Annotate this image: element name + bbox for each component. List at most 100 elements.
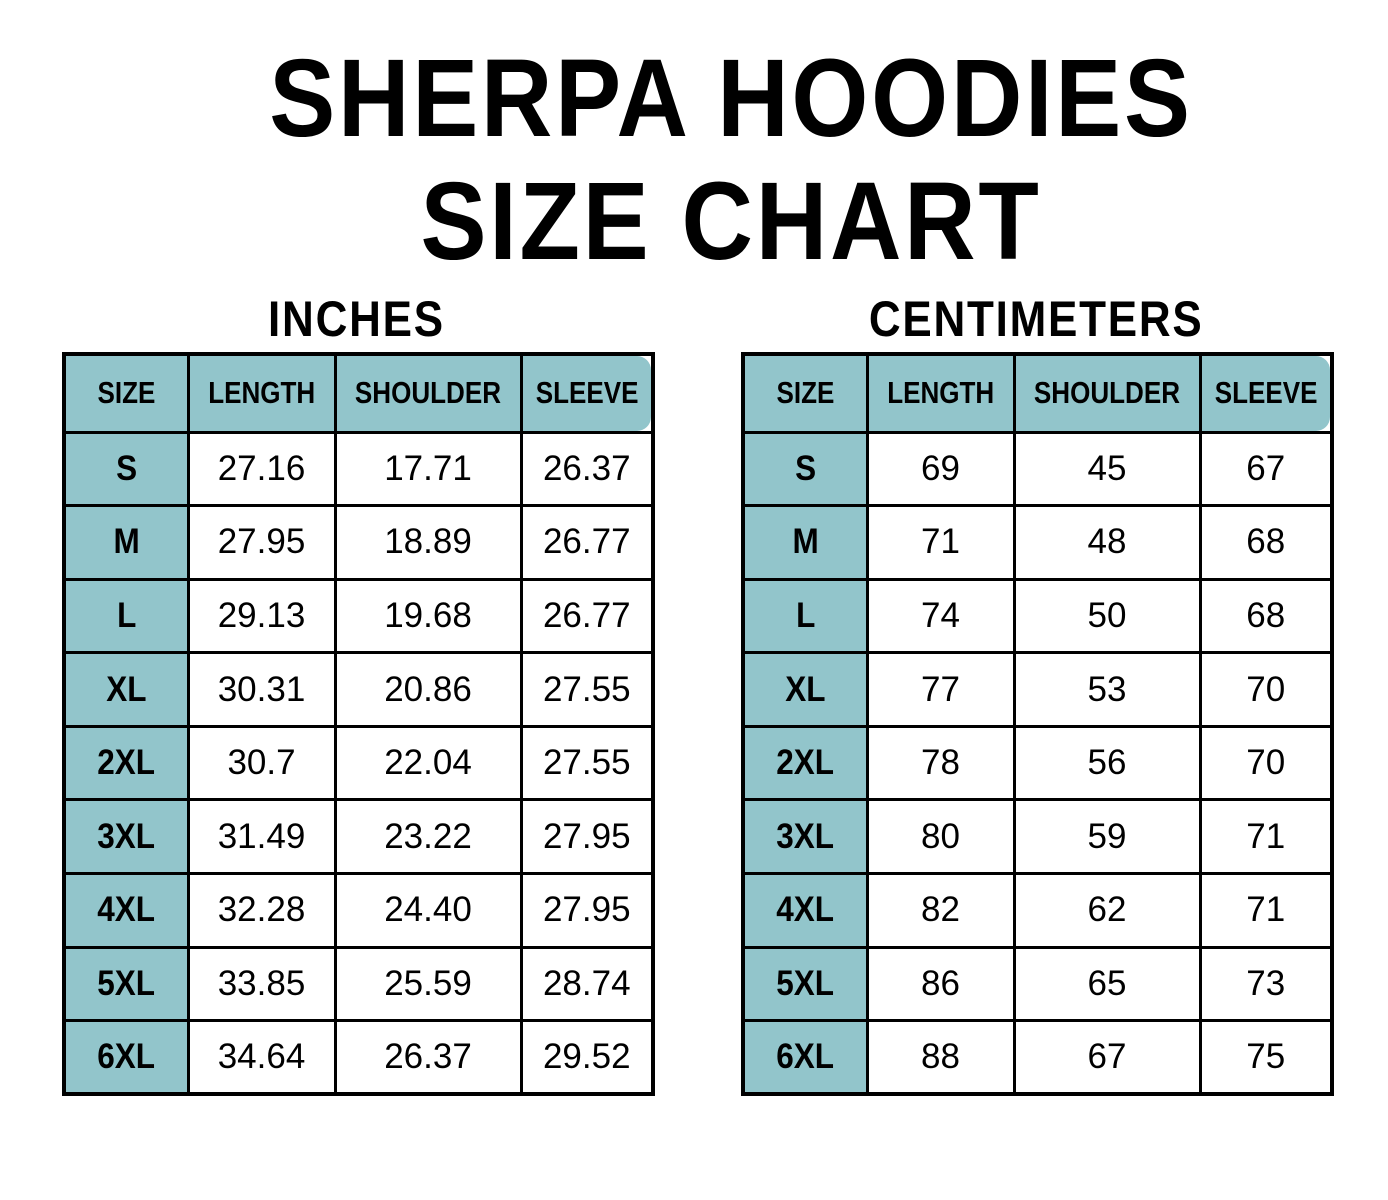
column-header-length: LENGTH [186, 352, 337, 434]
measurement-value-cell: 82 [865, 872, 1016, 949]
column-header-label: SLEEVE [535, 375, 639, 411]
measurement-value-cell: 65 [1012, 945, 1202, 1023]
measurement-value-cell: 70 [1198, 724, 1334, 802]
measurement-value-cell: 34.64 [186, 1019, 337, 1096]
table-row-xl: XL 30.31 20.86 27.55 [62, 651, 655, 728]
table-row-2xl: 2XL 30.7 22.04 27.55 [62, 724, 655, 802]
column-header-size: SIZE [62, 352, 190, 434]
table-row-4xl: 4XL 32.28 24.40 27.95 [62, 872, 655, 949]
size-label-cell: M [741, 504, 869, 581]
measurement-value-cell: 19.68 [333, 577, 523, 655]
table-row-s: S 69 45 67 [741, 430, 1334, 508]
measurement-value-cell: 26.37 [519, 430, 655, 508]
measurement-value-cell: 74 [865, 577, 1016, 655]
size-label: 4XL [97, 890, 156, 930]
size-label: 3XL [776, 816, 835, 856]
measurement-value-cell: 67 [1198, 430, 1334, 508]
inches-heading: INCHES [62, 291, 651, 352]
page-title-line-2: SIZE CHART [420, 160, 1042, 283]
measurement-value-cell: 59 [1012, 798, 1202, 876]
size-label-cell: 6XL [62, 1019, 190, 1096]
measurement-value-cell: 25.59 [333, 945, 523, 1023]
table-row-3xl: 3XL 80 59 71 [741, 798, 1334, 876]
column-header-shoulder: SHOULDER [1012, 352, 1202, 434]
centimeters-size-table: SIZE LENGTH SHOULDER SLEEVE S 69 45 67 M 71 48 68 L 7… [741, 352, 1334, 1097]
measurement-value-cell: 68 [1198, 504, 1334, 581]
measurement-value-cell: 26.37 [333, 1019, 523, 1096]
measurement-value-cell: 20.86 [333, 651, 523, 728]
table-row-3xl: 3XL 31.49 23.22 27.95 [62, 798, 655, 876]
inches-heading-label: INCHES [268, 291, 445, 347]
measurement-value-cell: 80 [865, 798, 1016, 876]
table-row-5xl: 5XL 33.85 25.59 28.74 [62, 945, 655, 1023]
measurement-value-cell: 29.52 [519, 1019, 655, 1096]
inches-size-table: SIZE LENGTH SHOULDER SLEEVE S 27.16 17.71 26.37… [62, 352, 655, 1097]
size-label: 6XL [776, 1037, 835, 1077]
size-label-cell: S [741, 430, 869, 508]
centimeters-heading-label: CENTIMETERS [868, 291, 1204, 347]
column-header-label: SIZE [97, 375, 156, 411]
measurement-value-cell: 23.22 [333, 798, 523, 876]
size-label: M [792, 522, 819, 562]
measurement-value-cell: 26.77 [519, 504, 655, 581]
measurement-value-cell: 78 [865, 724, 1016, 802]
measurement-value-cell: 27.55 [519, 651, 655, 728]
measurement-value-cell: 71 [1198, 872, 1334, 949]
table-row-s: S 27.16 17.71 26.37 [62, 430, 655, 508]
measurement-value-cell: 27.95 [519, 798, 655, 876]
measurement-value-cell: 33.85 [186, 945, 337, 1023]
measurement-value-cell: 45 [1012, 430, 1202, 508]
column-header-length: LENGTH [865, 352, 1016, 434]
column-header-size: SIZE [741, 352, 869, 434]
size-label-cell: L [741, 577, 869, 655]
measurement-value-cell: 73 [1198, 945, 1334, 1023]
measurement-value-cell: 27.95 [186, 504, 337, 581]
size-label: 3XL [97, 816, 156, 856]
table-row-6xl: 6XL 34.64 26.37 29.52 [62, 1019, 655, 1096]
measurement-value-cell: 22.04 [333, 724, 523, 802]
size-label-cell: 5XL [62, 945, 190, 1023]
size-label: L [795, 595, 815, 635]
size-label-cell: 5XL [741, 945, 869, 1023]
size-label-cell: XL [62, 651, 190, 728]
measurement-value-cell: 86 [865, 945, 1016, 1023]
table-row-l: L 29.13 19.68 26.77 [62, 577, 655, 655]
table-row-2xl: 2XL 78 56 70 [741, 724, 1334, 802]
column-header-label: LENGTH [886, 375, 995, 411]
centimeters-heading: CENTIMETERS [741, 291, 1331, 352]
table-row-xl: XL 77 53 70 [741, 651, 1334, 728]
column-header-label: SLEEVE [1214, 375, 1318, 411]
size-label: 2XL [97, 743, 156, 783]
table-row-5xl: 5XL 86 65 73 [741, 945, 1334, 1023]
size-label: 6XL [97, 1037, 156, 1077]
size-label-cell: 4XL [62, 872, 190, 949]
size-label-cell: L [62, 577, 190, 655]
measurement-value-cell: 71 [1198, 798, 1334, 876]
measurement-value-cell: 27.55 [519, 724, 655, 802]
measurement-value-cell: 56 [1012, 724, 1202, 802]
size-label-cell: 2XL [741, 724, 869, 802]
measurement-value-cell: 27.16 [186, 430, 337, 508]
size-label: S [115, 448, 137, 488]
measurement-value-cell: 29.13 [186, 577, 337, 655]
measurement-value-cell: 88 [865, 1019, 1016, 1096]
column-header-sleeve: SLEEVE [519, 352, 655, 434]
centimeters-section: CENTIMETERS SIZE LENGTH SHOULDER SLEEVE S 69 4… [741, 291, 1334, 1097]
measurement-value-cell: 70 [1198, 651, 1334, 728]
column-header-label: SIZE [776, 375, 835, 411]
size-label: XL [106, 669, 147, 709]
size-label-cell: XL [741, 651, 869, 728]
measurement-value-cell: 69 [865, 430, 1016, 508]
size-label: S [794, 448, 816, 488]
table-row-6xl: 6XL 88 67 75 [741, 1019, 1334, 1096]
size-label: 4XL [776, 890, 835, 930]
measurement-value-cell: 18.89 [333, 504, 523, 581]
measurement-value-cell: 17.71 [333, 430, 523, 508]
measurement-value-cell: 77 [865, 651, 1016, 728]
page-title: SHERPA HOODIES SIZE CHART [74, 37, 1388, 283]
inches-section: INCHES SIZE LENGTH SHOULDER SLEEVE S 27.16 17.… [62, 291, 655, 1097]
size-label-cell: S [62, 430, 190, 508]
measurement-value-cell: 75 [1198, 1019, 1334, 1096]
size-label-cell: M [62, 504, 190, 581]
